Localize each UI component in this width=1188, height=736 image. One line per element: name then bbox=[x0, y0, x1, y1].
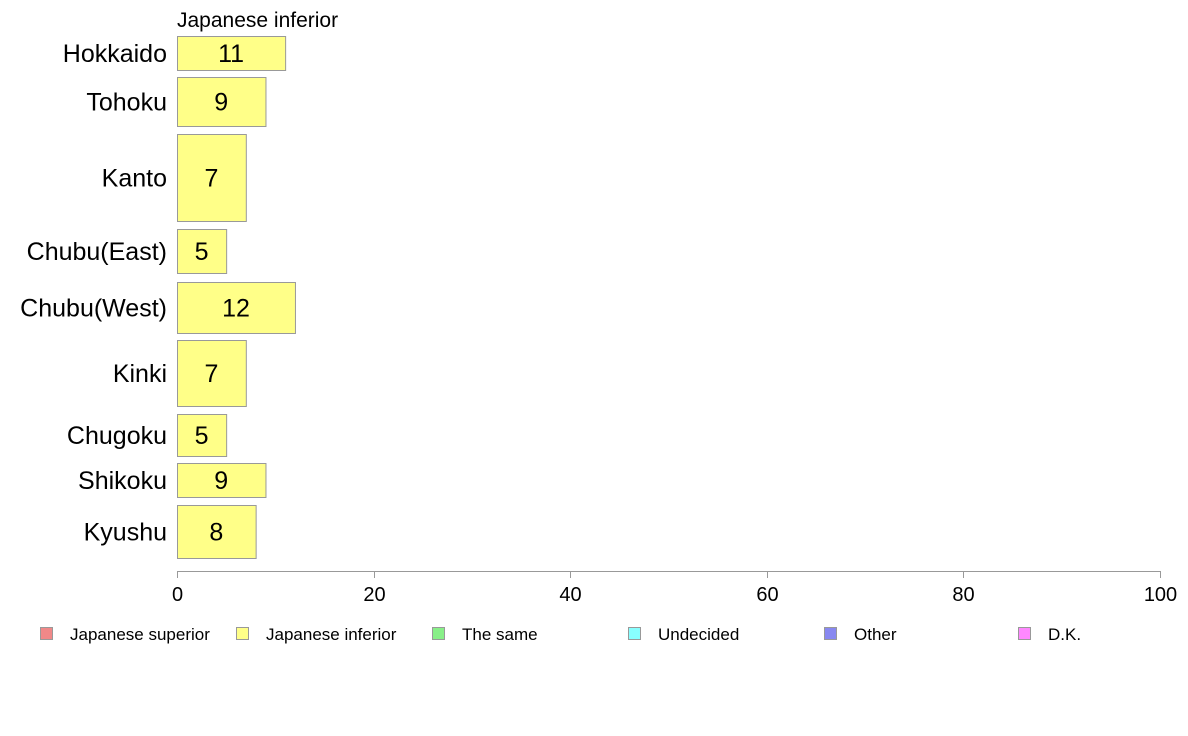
legend-swatch bbox=[1018, 627, 1031, 640]
legend-swatch bbox=[628, 627, 641, 640]
legend-label: The same bbox=[462, 625, 538, 644]
x-tick-label: 60 bbox=[756, 584, 778, 606]
x-tick-label: 40 bbox=[559, 584, 581, 606]
data-label: 9 bbox=[214, 467, 228, 495]
data-label: 9 bbox=[214, 89, 228, 117]
category-label: Chubu(West) bbox=[20, 295, 167, 323]
legend-swatch bbox=[236, 627, 249, 640]
data-label: 7 bbox=[204, 165, 218, 193]
legend-label: Japanese inferior bbox=[266, 625, 397, 644]
legend-label: D.K. bbox=[1048, 625, 1081, 644]
legend-swatch bbox=[432, 627, 445, 640]
bar bbox=[177, 340, 247, 407]
bar bbox=[177, 414, 228, 457]
data-label: 11 bbox=[218, 40, 244, 68]
category-label: Hokkaido bbox=[63, 40, 167, 68]
x-axis: 0 20 40 60 80 100 bbox=[172, 571, 1177, 606]
legend-label: Japanese superior bbox=[70, 625, 210, 644]
category-label: Shikoku bbox=[78, 467, 167, 495]
bar bbox=[177, 36, 287, 71]
legend-label: Undecided bbox=[658, 625, 739, 644]
bar bbox=[177, 77, 267, 127]
category-label: Kinki bbox=[113, 360, 167, 388]
category-label: Tohoku bbox=[86, 89, 167, 117]
category-label: Kyushu bbox=[84, 519, 167, 547]
data-label: 8 bbox=[209, 519, 223, 547]
category-label: Chubu(East) bbox=[27, 238, 167, 266]
data-label: 12 bbox=[222, 295, 250, 323]
category-label: Chugoku bbox=[67, 422, 167, 450]
legend: Japanese superior Japanese inferior The sa… bbox=[40, 625, 1081, 644]
category-label: Kanto bbox=[102, 165, 167, 193]
bar bbox=[177, 463, 267, 498]
legend-label: Other bbox=[854, 625, 897, 644]
bar bbox=[177, 282, 296, 334]
legend-swatch bbox=[824, 627, 837, 640]
bar bbox=[177, 505, 257, 559]
data-label: 7 bbox=[204, 360, 218, 388]
data-label: 5 bbox=[195, 238, 209, 266]
x-tick-label: 80 bbox=[952, 584, 974, 606]
bar bbox=[177, 229, 228, 274]
legend-swatch bbox=[40, 627, 53, 640]
chart-subtitle: Japanese inferior bbox=[177, 9, 338, 32]
x-tick-label: 0 bbox=[172, 584, 183, 606]
bar bbox=[177, 134, 247, 222]
data-label: 5 bbox=[195, 422, 209, 450]
x-tick-label: 20 bbox=[363, 584, 385, 606]
bars-group: Hokkaido 11 Tohoku 9 Kanto 7 Chubu(East) 5 Chubu… bbox=[20, 36, 296, 559]
x-tick-label: 100 bbox=[1144, 584, 1177, 606]
